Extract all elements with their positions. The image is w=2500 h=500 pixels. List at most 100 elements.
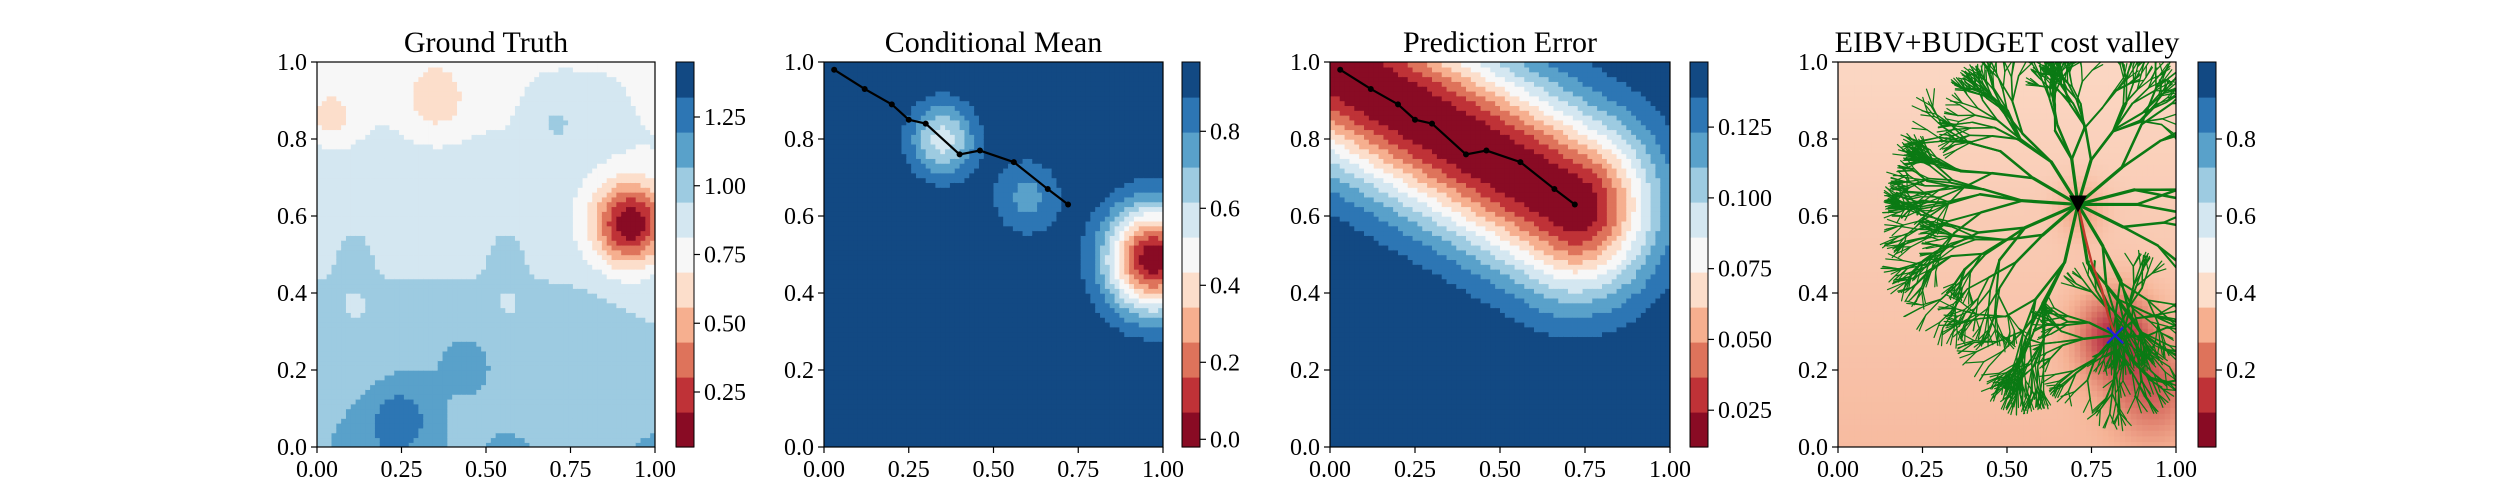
heatmap-cell <box>403 288 410 294</box>
heatmap-cell <box>529 408 535 415</box>
heatmap-cell <box>413 273 420 280</box>
heatmap-cell <box>495 398 502 405</box>
heatmap-cell <box>370 66 376 73</box>
heatmap-cell <box>442 201 449 208</box>
heatmap-cell <box>495 220 502 227</box>
heatmap-cell <box>350 268 357 275</box>
heatmap-cell <box>500 196 507 203</box>
heatmap-cell <box>505 153 511 159</box>
heatmap-cell <box>447 398 453 405</box>
heatmap-cell <box>408 76 415 82</box>
heatmap-cell <box>394 139 400 145</box>
heatmap-cell <box>616 341 622 347</box>
heatmap-cell <box>548 230 555 236</box>
heatmap-cell <box>423 432 429 439</box>
heatmap-cell <box>428 211 434 217</box>
heatmap-cell <box>466 62 473 68</box>
heatmap-cell <box>519 268 526 275</box>
heatmap-cell <box>428 153 434 159</box>
heatmap-cell <box>553 66 560 73</box>
heatmap-cell <box>548 360 555 366</box>
heatmap-cell <box>481 196 487 203</box>
heatmap-cell <box>413 167 420 174</box>
heatmap-cell <box>568 230 574 236</box>
heatmap-cell <box>345 307 352 313</box>
heatmap-cell <box>403 398 410 405</box>
heatmap-cell <box>442 418 449 424</box>
heatmap-cell <box>317 442 323 447</box>
heatmap-cell <box>326 143 333 150</box>
heatmap-cell <box>548 321 555 328</box>
heatmap-cell <box>394 379 400 386</box>
heatmap-cell <box>394 283 400 289</box>
heatmap-cell <box>374 268 381 275</box>
heatmap-cell <box>543 413 550 419</box>
heatmap-cell <box>577 427 584 434</box>
heatmap-cell <box>394 172 400 179</box>
heatmap-cell <box>452 86 458 92</box>
heatmap-cell <box>360 283 366 289</box>
heatmap-cell <box>582 398 589 405</box>
heatmap-cell <box>428 403 434 410</box>
heatmap-cell <box>592 129 598 135</box>
heatmap-cell <box>495 187 502 193</box>
heatmap-cell <box>534 350 540 357</box>
heatmap-cell <box>399 182 405 188</box>
heatmap-cell <box>563 71 569 78</box>
heatmap-cell <box>350 187 357 193</box>
heatmap-cell <box>457 370 463 376</box>
heatmap-cell <box>519 191 526 198</box>
heatmap-cell <box>408 211 415 217</box>
heatmap-cell <box>606 302 613 309</box>
heatmap-cell <box>345 293 352 299</box>
heatmap-cell <box>471 413 478 419</box>
heatmap-cell <box>360 403 366 410</box>
heatmap-cell <box>534 235 540 241</box>
heatmap-cell <box>461 403 468 410</box>
heatmap-cell <box>510 100 516 107</box>
heatmap-cell <box>394 297 400 304</box>
heatmap-cell <box>345 139 352 145</box>
heatmap-cell <box>399 105 405 111</box>
heatmap-cell <box>505 206 511 212</box>
heatmap-cell <box>326 379 333 386</box>
heatmap-cell <box>534 143 540 150</box>
heatmap-cell <box>476 187 482 193</box>
heatmap-cell <box>428 201 434 208</box>
heatmap-cell <box>384 370 391 376</box>
heatmap-cell <box>365 398 371 405</box>
heatmap-cell <box>524 413 531 419</box>
heatmap-cell <box>437 297 444 304</box>
heatmap-cell <box>399 345 405 352</box>
heatmap-cell <box>360 379 366 386</box>
heatmap-cell <box>514 167 521 174</box>
heatmap-cell <box>597 264 603 270</box>
heatmap-cell <box>548 341 555 347</box>
heatmap-cell <box>432 95 439 102</box>
heatmap-cell <box>408 249 415 256</box>
heatmap-cell <box>519 143 526 150</box>
heatmap-cell <box>321 225 328 232</box>
heatmap-cell <box>558 264 564 270</box>
heatmap-cell <box>442 389 449 395</box>
heatmap-cell <box>389 134 395 140</box>
heatmap-cell <box>331 374 338 381</box>
heatmap-cell <box>495 225 502 232</box>
heatmap-cell <box>481 293 487 299</box>
heatmap-cell <box>384 432 391 439</box>
heatmap-cell <box>384 307 391 313</box>
heatmap-cell <box>519 427 526 434</box>
heatmap-cell <box>582 302 589 309</box>
heatmap-cell <box>326 432 333 439</box>
heatmap-cell <box>490 432 497 439</box>
heatmap-cell <box>370 442 376 447</box>
heatmap-cell <box>457 413 463 419</box>
heatmap-cell <box>510 66 516 73</box>
heatmap-cell <box>331 427 338 434</box>
heatmap-cell <box>365 264 371 270</box>
heatmap-cell <box>601 148 608 155</box>
heatmap-cell <box>563 249 569 256</box>
heatmap-cell <box>437 81 444 87</box>
heatmap-cell <box>370 182 376 188</box>
heatmap-cell <box>379 264 386 270</box>
